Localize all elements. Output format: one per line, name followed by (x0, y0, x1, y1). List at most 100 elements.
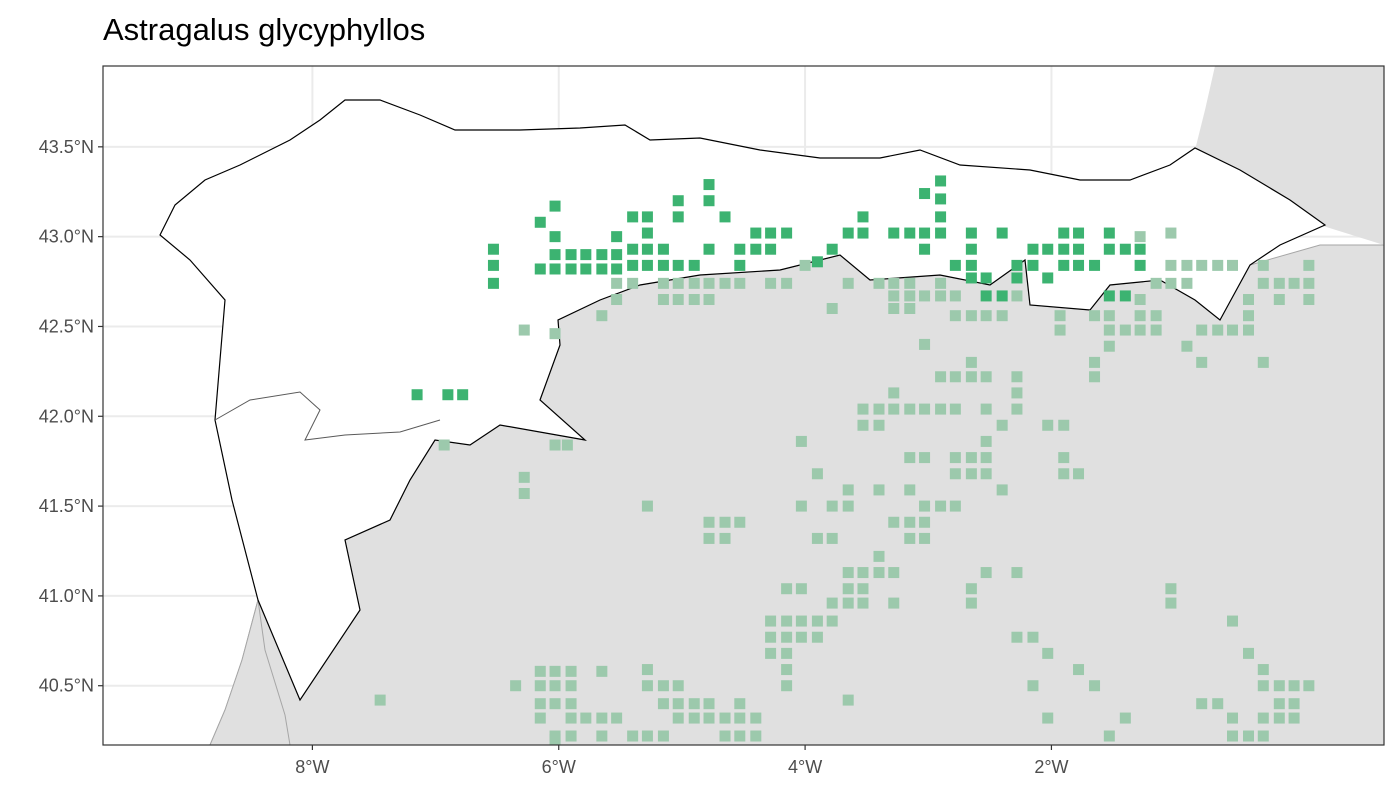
occurrence-point (1303, 259, 1315, 271)
occurrence-point (1058, 243, 1070, 255)
occurrence-point (919, 500, 931, 512)
x-tick-label: 8°W (295, 757, 329, 777)
occurrence-point (888, 567, 900, 579)
occurrence-point (842, 567, 854, 579)
occurrence-point (919, 516, 931, 528)
occurrence-point (965, 259, 977, 271)
occurrence-point (1042, 243, 1054, 255)
y-tick-label: 40.5°N (39, 676, 94, 696)
occurrence-point (1226, 730, 1238, 742)
occurrence-point (672, 277, 684, 289)
occurrence-point (641, 500, 653, 512)
occurrence-point (996, 290, 1008, 302)
occurrence-point (703, 294, 715, 306)
occurrence-point (719, 712, 731, 724)
occurrence-point (1089, 259, 1101, 271)
occurrence-point (1073, 259, 1085, 271)
occurrence-point (1273, 712, 1285, 724)
occurrence-point (565, 665, 577, 677)
occurrence-point (438, 439, 450, 451)
occurrence-point (534, 263, 546, 275)
occurrence-point (1011, 290, 1023, 302)
occurrence-point (888, 387, 900, 399)
occurrence-point (888, 277, 900, 289)
occurrence-point (842, 597, 854, 609)
occurrence-point (641, 664, 653, 676)
occurrence-point (1134, 231, 1146, 243)
occurrence-point (1226, 712, 1238, 724)
occurrence-point (1257, 664, 1269, 676)
occurrence-point (750, 712, 762, 724)
occurrence-point (1150, 324, 1162, 336)
occurrence-point (1212, 698, 1224, 710)
occurrence-point (641, 243, 653, 255)
occurrence-point (611, 294, 623, 306)
occurrence-point (703, 277, 715, 289)
occurrence-point (703, 712, 715, 724)
occurrence-point (672, 680, 684, 692)
occurrence-point (919, 188, 931, 200)
occurrence-point (750, 730, 762, 742)
occurrence-point (904, 290, 916, 302)
occurrence-point (1058, 227, 1070, 239)
occurrence-point (919, 290, 931, 302)
occurrence-point (904, 403, 916, 415)
occurrence-point (1011, 259, 1023, 271)
occurrence-point (641, 211, 653, 223)
occurrence-point (1257, 730, 1269, 742)
occurrence-point (826, 500, 838, 512)
occurrence-point (1103, 730, 1115, 742)
occurrence-point (1181, 277, 1193, 289)
occurrence-point (857, 211, 869, 223)
occurrence-point (565, 263, 577, 275)
occurrence-point (627, 243, 639, 255)
occurrence-point (1119, 290, 1131, 302)
y-tick-label: 42.0°N (39, 406, 94, 426)
occurrence-point (719, 516, 731, 528)
occurrence-point (1165, 583, 1177, 595)
occurrence-point (1288, 680, 1300, 692)
occurrence-point (1134, 259, 1146, 271)
occurrence-point (765, 227, 777, 239)
occurrence-point (765, 631, 777, 643)
occurrence-point (1288, 277, 1300, 289)
occurrence-point (1042, 647, 1054, 659)
occurrence-point (657, 243, 669, 255)
occurrence-point (1257, 356, 1269, 368)
occurrence-point (1011, 403, 1023, 415)
occurrence-point (811, 256, 823, 268)
region-boundary (214, 391, 441, 441)
x-tick-label: 6°W (542, 757, 576, 777)
occurrence-point (457, 389, 469, 401)
occurrence-point (703, 532, 715, 544)
x-tick-label: 2°W (1034, 757, 1068, 777)
occurrence-point (826, 303, 838, 314)
occurrence-point (1257, 277, 1269, 289)
occurrence-point (1042, 272, 1054, 284)
occurrence-point (734, 712, 746, 724)
occurrence-point (580, 263, 592, 275)
occurrence-point (980, 403, 992, 415)
occurrence-point (719, 730, 731, 742)
occurrence-point (1273, 294, 1285, 306)
occurrence-point (641, 680, 653, 692)
occurrence-point (1243, 730, 1255, 742)
occurrence-point (672, 259, 684, 271)
occurrence-point (965, 371, 977, 383)
occurrence-point (734, 277, 746, 289)
occurrence-point (1212, 259, 1224, 271)
occurrence-point (1103, 243, 1115, 255)
occurrence-point (1058, 419, 1070, 431)
occurrence-point (1011, 371, 1023, 383)
occurrence-point (1058, 452, 1070, 464)
y-tick-label: 43.0°N (39, 227, 94, 247)
occurrence-point (657, 294, 669, 306)
occurrence-point (1042, 419, 1054, 431)
occurrence-point (734, 698, 746, 710)
occurrence-point (549, 680, 561, 692)
occurrence-point (1134, 243, 1146, 255)
occurrence-point (996, 227, 1008, 239)
occurrence-point (657, 277, 669, 289)
occurrence-point (904, 484, 916, 496)
